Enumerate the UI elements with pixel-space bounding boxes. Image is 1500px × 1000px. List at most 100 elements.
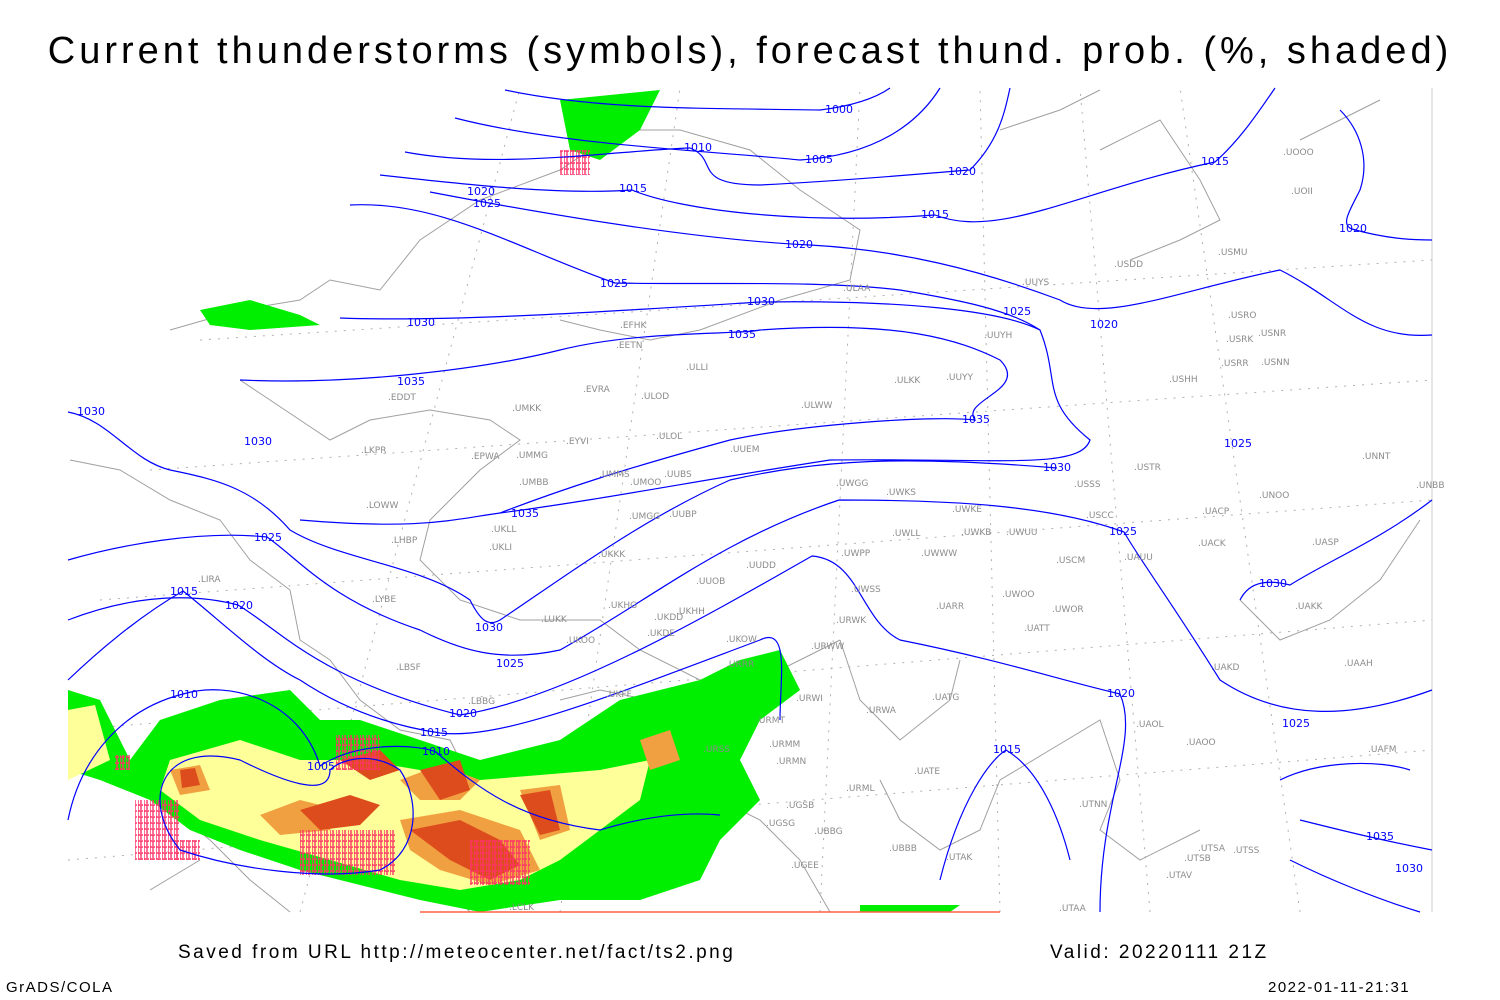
station-label: .USTR (1134, 463, 1161, 473)
station-label: .UTAK (946, 853, 973, 863)
station-label: .URMN (776, 757, 806, 767)
station-label: .LKPR (361, 446, 386, 456)
station-label: .ULKK (894, 376, 921, 386)
software-credit: GrADS/COLA (6, 979, 114, 996)
station-label: .USRO (1228, 311, 1257, 321)
station-label: .UUYH (984, 331, 1012, 341)
isobar-label: 1025 (1003, 305, 1031, 318)
isobar-label: 1025 (600, 277, 628, 290)
station-label: .UARR (936, 602, 964, 612)
station-label: .UTAV (1166, 871, 1193, 881)
isobar-label: 1035 (1366, 830, 1394, 843)
station-label: .LIRA (198, 575, 221, 585)
isobar-label: 1025 (1109, 525, 1137, 538)
isobar-label: 1030 (747, 295, 775, 308)
station-label: .UAUU (1124, 553, 1153, 563)
station-label: .UACP (1202, 507, 1230, 517)
station-label: .URRR (726, 660, 754, 670)
station-label: .USHH (1169, 375, 1198, 385)
station-label: .URWW (811, 642, 844, 652)
station-label: .UTAA (1059, 904, 1087, 914)
station-label: .UMBB (519, 478, 549, 488)
station-label: .EDDT (388, 393, 416, 403)
station-label: .LYBE (372, 595, 396, 605)
station-label: .UKOO (566, 636, 595, 646)
station-label: .LBBG (468, 697, 495, 707)
station-label: .USNR (1258, 329, 1286, 339)
station-label: .UWUU (1006, 528, 1038, 538)
station-label: .UKFF (606, 690, 632, 700)
station-label: .UUDD (746, 561, 776, 571)
station-label: .UWOO (1002, 590, 1035, 600)
source-url-text: Saved from URL http://meteocenter.net/fa… (178, 942, 736, 963)
station-label: .UKLI (489, 543, 512, 553)
station-label: .UGSG (766, 819, 795, 829)
generation-timestamp: 2022-01-11-21:31 (1268, 979, 1411, 996)
station-label: .LUKK (541, 615, 568, 625)
station-label: .USRR (1221, 359, 1249, 369)
isobar-label: 1005 (805, 153, 833, 166)
isobar-label: 1035 (397, 375, 425, 388)
isobar-label: 1030 (1043, 461, 1071, 474)
station-label: .UAFM (1368, 745, 1397, 755)
isobar-label: 1015 (993, 743, 1021, 756)
thunderstorm-probability-shading (68, 90, 960, 912)
station-label: .UWKB (961, 528, 991, 538)
isobar-label: 1020 (449, 707, 477, 720)
station-label: .URWK (836, 616, 867, 626)
valid-time-text: Valid: 20220111 21Z (1050, 942, 1269, 963)
isobar-label: 1025 (496, 657, 524, 670)
thunderstorm-symbol-cluster (175, 840, 200, 860)
station-label: .UAKD (1211, 663, 1240, 673)
thunderstorm-symbol-cluster (335, 735, 380, 770)
station-label: .USCC (1086, 511, 1114, 521)
graticule (67, 87, 1433, 913)
isobar-label: 1030 (244, 435, 272, 448)
station-label: .URMT (756, 716, 785, 726)
isobar-label: 1030 (407, 316, 435, 329)
station-label: .LHBP (391, 536, 418, 546)
isobar-label: 1030 (1259, 577, 1287, 590)
station-label: .UATE (914, 767, 940, 777)
station-label: .UTSA (1198, 844, 1226, 854)
station-label: .UBBG (814, 827, 843, 837)
station-label: .UWSS (851, 585, 881, 595)
station-label: .UOOO (1283, 148, 1314, 158)
station-label: .UNOO (1259, 491, 1289, 501)
station-label: .URWI (796, 694, 823, 704)
station-label: .UAOL (1136, 720, 1164, 730)
station-label: .UKHH (676, 607, 705, 617)
station-label: .UKKK (598, 550, 626, 560)
isobars (67, 87, 1433, 913)
station-label: .UATG (932, 693, 959, 703)
station-label: .UUYS (1022, 278, 1050, 288)
isobar-label: 1030 (475, 621, 503, 634)
coastlines (69, 89, 1421, 913)
isobar-label: 1015 (1201, 155, 1229, 168)
station-label: .UUBP (669, 510, 697, 520)
thunderstorm-symbol-cluster (470, 840, 530, 885)
thunderstorm-symbol-cluster (300, 830, 395, 875)
isobar-label: 1000 (825, 103, 853, 116)
isobar-label: 1020 (225, 599, 253, 612)
station-label: .UNBB (1416, 481, 1445, 491)
station-label: .USRK (1226, 335, 1254, 345)
station-label: .UKDE (647, 629, 675, 639)
isobar-label: 1010 (422, 745, 450, 758)
station-label: .UMKK (512, 404, 542, 414)
station-label: .UNNT (1362, 452, 1391, 462)
station-label: .UTSB (1184, 854, 1211, 864)
station-label: .UWWW (921, 549, 957, 559)
isobar-label: 1020 (785, 238, 813, 251)
station-label: .URML (846, 784, 874, 794)
station-labels: .EDDT .LKPR .EPWA .UMKK .EYVI .UMMG .EVRA .ULOD… (198, 148, 1445, 914)
isobar-label: 1005 (307, 760, 335, 773)
station-label: .EPWA (471, 452, 500, 462)
station-label: .UGEE (791, 861, 819, 871)
station-label: .EETN (616, 341, 642, 351)
station-label: .UWKE (952, 505, 982, 515)
station-label: .UOII (1291, 187, 1313, 197)
isobar-label: 1030 (1395, 862, 1423, 875)
station-label: .URWA (866, 706, 897, 716)
